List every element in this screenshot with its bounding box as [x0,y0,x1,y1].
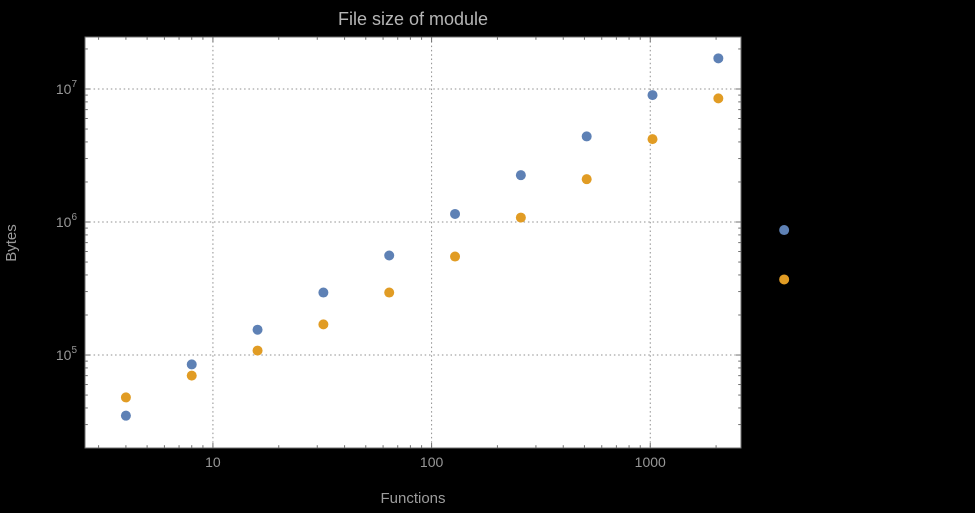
plot-area-background [85,37,741,448]
data-point-series-orange [318,319,329,330]
data-point-series-blue [186,359,197,370]
data-point-series-orange [384,287,395,298]
x-tick-label: 10 [205,454,221,470]
data-point-series-blue [318,287,329,298]
data-point-series-orange [647,134,658,145]
data-point-series-blue [515,170,526,181]
data-point-series-blue [713,53,724,64]
x-tick-label: 100 [420,454,444,470]
data-point-series-blue [647,90,658,101]
data-point-series-blue [384,250,395,261]
data-point-series-blue [120,410,131,421]
y-tick-label: 105 [56,345,78,363]
data-point-series-orange [713,93,724,104]
data-point-series-orange [779,274,790,285]
data-point-series-orange [186,370,197,381]
y-axis-label: Bytes [3,224,20,262]
chart-title: File size of module [338,9,488,29]
y-tick-label: 106 [56,212,78,230]
data-point-series-blue [450,208,461,219]
data-point-series-orange [515,212,526,223]
data-point-series-blue [252,324,263,335]
y-tick-label: 107 [56,79,78,97]
data-point-series-blue [779,225,790,236]
data-point-series-orange [252,345,263,356]
data-point-series-orange [450,251,461,262]
data-point-series-blue [581,131,592,142]
plot-layers: 10 100 1000 105 106 107 [56,36,790,470]
x-axis-label: Functions [380,490,445,507]
x-tick-label: 1000 [635,454,666,470]
data-point-series-orange [120,392,131,403]
data-point-series-orange [581,174,592,185]
